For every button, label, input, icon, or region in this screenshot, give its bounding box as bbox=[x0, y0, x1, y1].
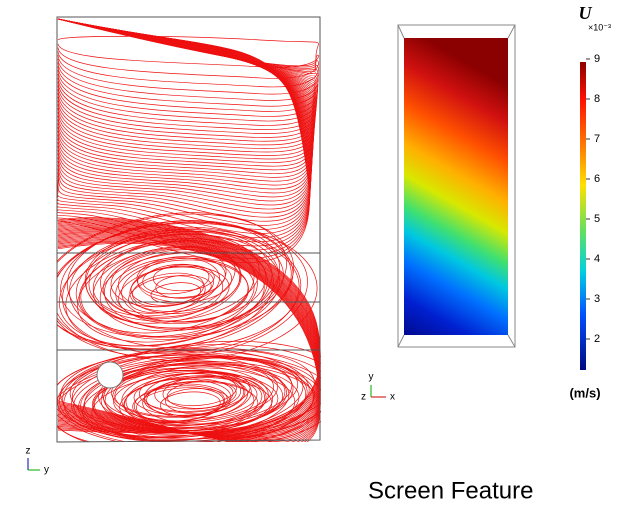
streamline bbox=[57, 19, 311, 230]
cylinder bbox=[97, 362, 123, 388]
colorbar-multiplier: ×10⁻³ bbox=[588, 22, 611, 32]
streamline bbox=[58, 19, 311, 221]
streamline bbox=[47, 19, 311, 242]
tick-label: 6 bbox=[594, 173, 600, 185]
middle-box bbox=[398, 25, 515, 347]
axis-label: x bbox=[390, 392, 395, 403]
streamline bbox=[58, 19, 311, 225]
streamline bbox=[58, 19, 318, 106]
streamline bbox=[58, 19, 315, 145]
streamline bbox=[58, 19, 314, 159]
streamline bbox=[58, 19, 318, 100]
figure: U ×10⁻³ 9 8 7 6 5 4 3 2 (m/s) z y y z x Screen … bbox=[0, 0, 617, 507]
tick-label: 7 bbox=[594, 133, 600, 145]
colorbar-symbol: U bbox=[579, 3, 593, 23]
left-triad: z y bbox=[26, 446, 50, 476]
colorbar bbox=[580, 62, 586, 370]
streamline bbox=[125, 371, 278, 429]
tick-label: 2 bbox=[594, 333, 600, 345]
tick-label: 8 bbox=[594, 93, 600, 105]
streamline bbox=[42, 19, 310, 246]
axis-label: z bbox=[361, 392, 366, 403]
streamline bbox=[58, 219, 320, 433]
streamlines bbox=[17, 19, 344, 461]
axis-label: y bbox=[369, 372, 374, 383]
page: U ×10⁻³ 9 8 7 6 5 4 3 2 (m/s) z y y z x Screen … bbox=[0, 0, 617, 507]
tick-label: 3 bbox=[594, 293, 600, 305]
tick-label: 4 bbox=[594, 253, 600, 265]
axis-label: z bbox=[26, 446, 31, 457]
middle-triad: y z x bbox=[361, 372, 395, 403]
colorbar-ticks: 9 8 7 6 5 4 3 2 bbox=[586, 53, 600, 345]
streamline bbox=[58, 19, 317, 121]
axis-label: y bbox=[44, 465, 49, 476]
tick-label: 5 bbox=[594, 213, 600, 225]
streamline bbox=[58, 19, 315, 141]
streamline bbox=[58, 232, 320, 437]
caption: Screen Feature bbox=[368, 477, 533, 504]
colorbar-unit: (m/s) bbox=[569, 385, 600, 400]
tick-label: 9 bbox=[594, 53, 600, 65]
